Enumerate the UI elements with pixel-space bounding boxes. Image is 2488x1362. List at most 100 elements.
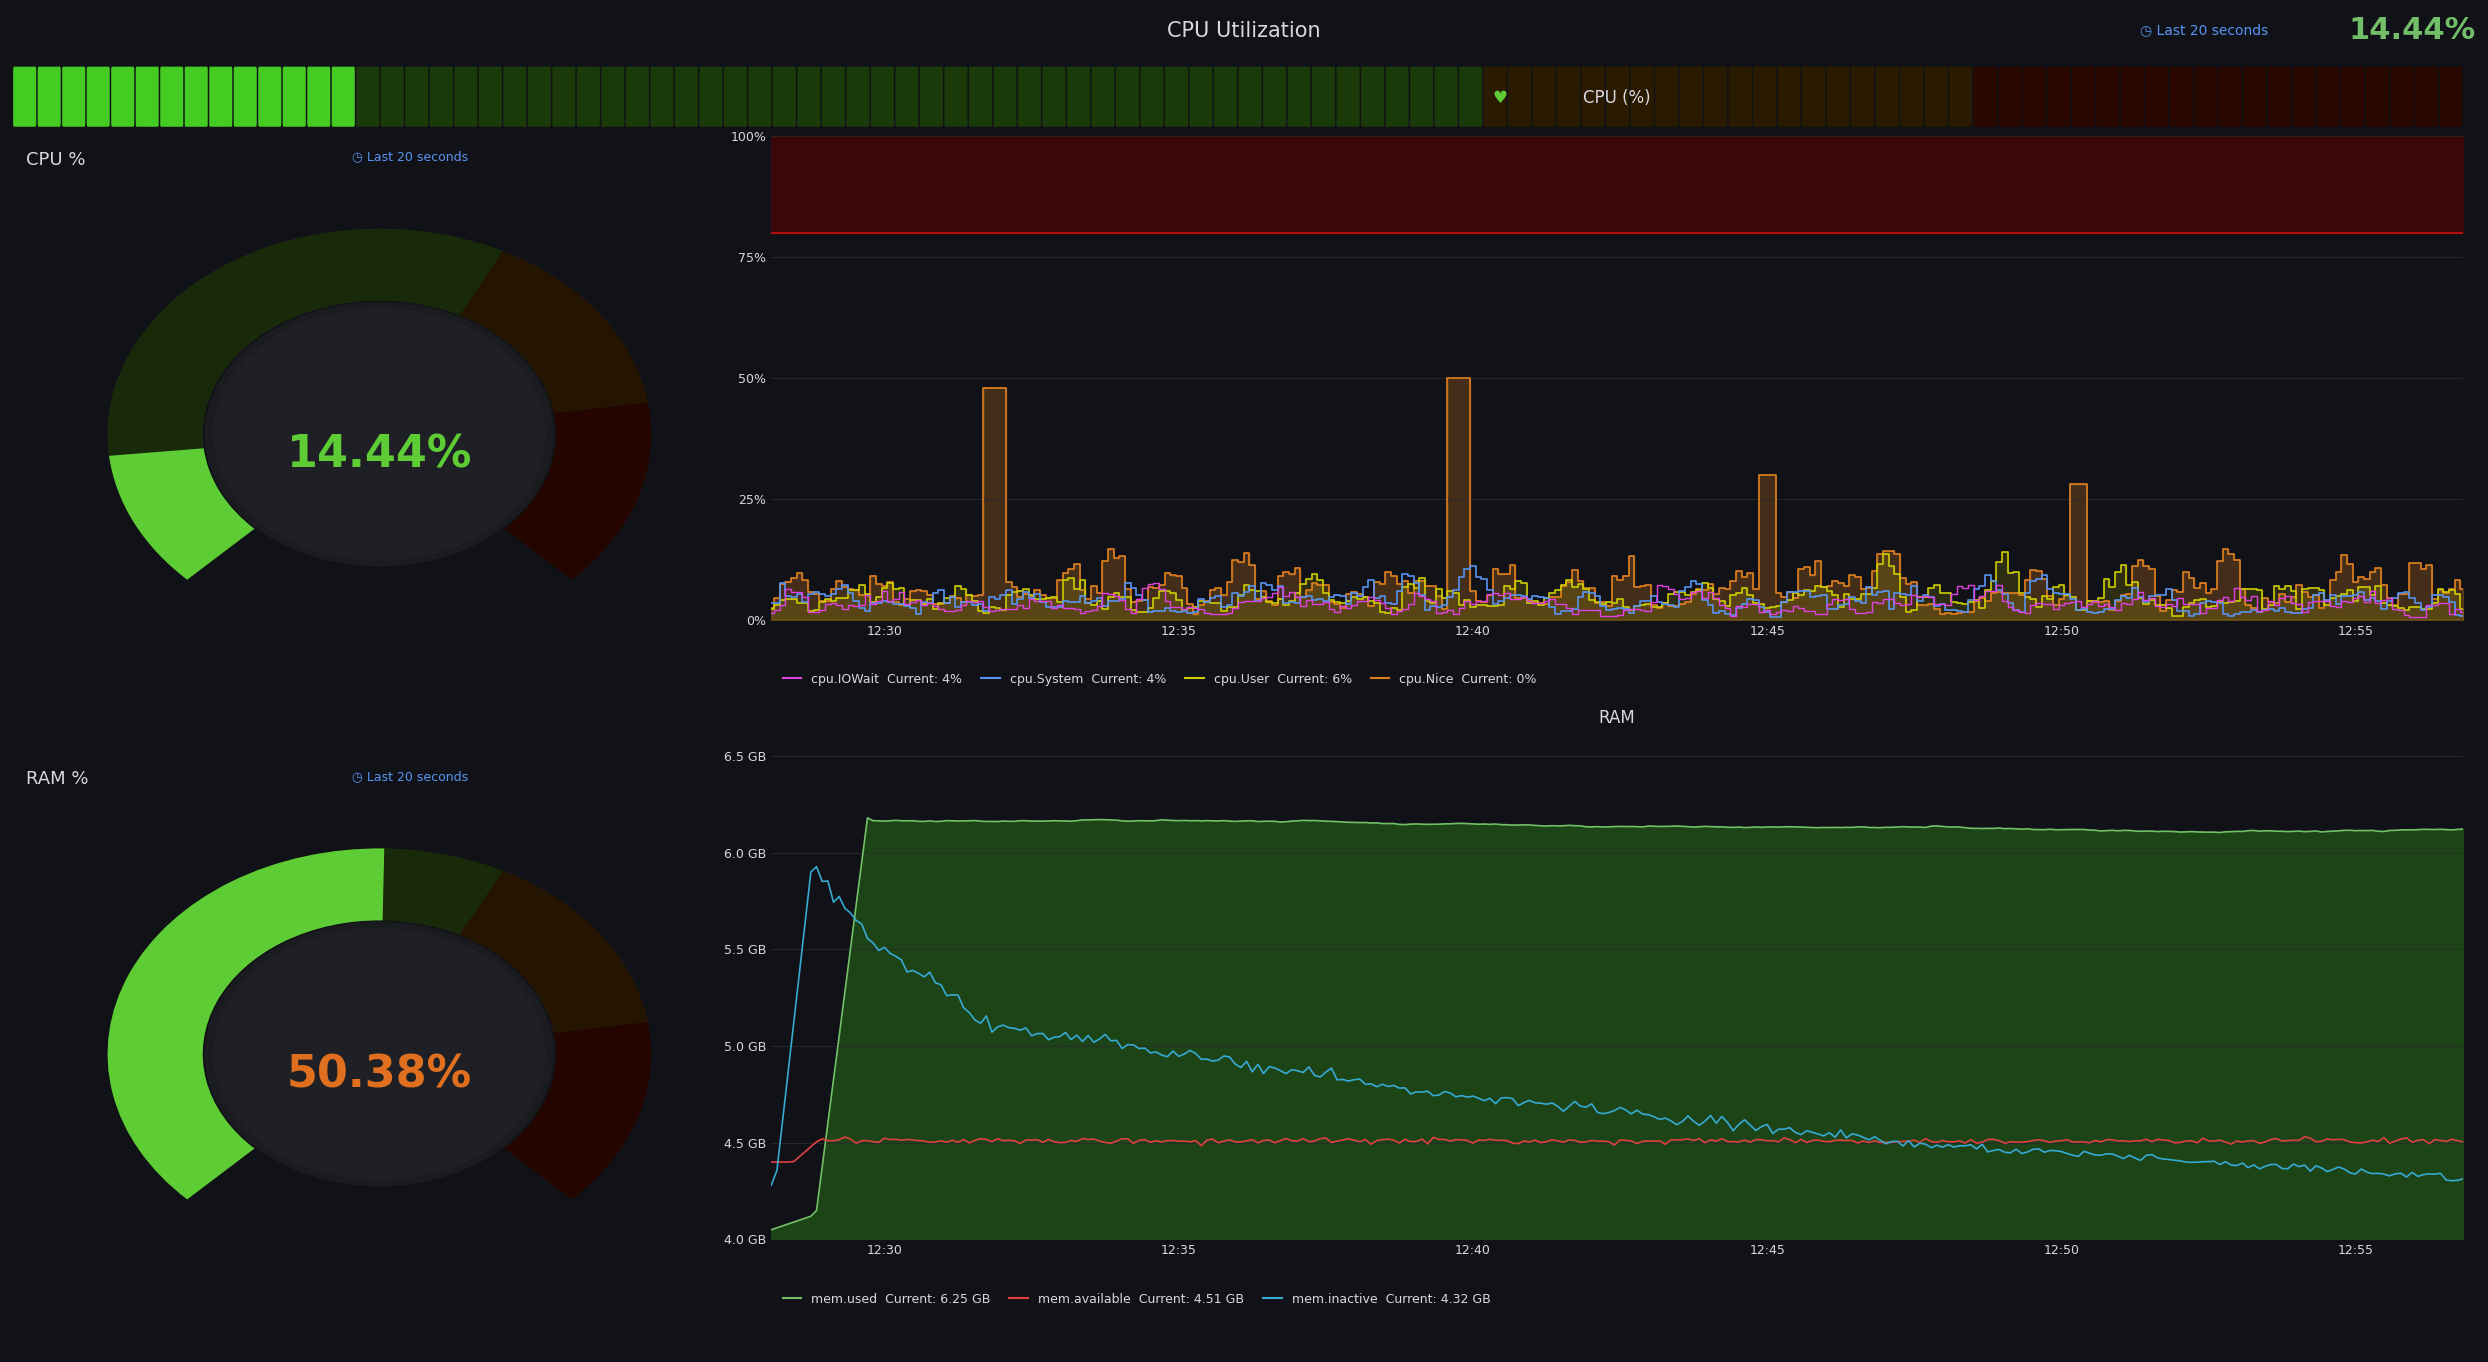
FancyBboxPatch shape — [2145, 67, 2170, 127]
FancyBboxPatch shape — [699, 67, 722, 127]
Text: 14.44%: 14.44% — [2349, 16, 2476, 45]
FancyBboxPatch shape — [774, 67, 796, 127]
FancyBboxPatch shape — [430, 67, 453, 127]
FancyBboxPatch shape — [2416, 67, 2438, 127]
FancyBboxPatch shape — [184, 67, 209, 127]
Text: ♥: ♥ — [1493, 89, 1508, 108]
FancyBboxPatch shape — [796, 67, 821, 127]
FancyBboxPatch shape — [871, 67, 893, 127]
Wedge shape — [107, 849, 503, 1200]
Circle shape — [214, 309, 545, 560]
Legend: mem.used  Current: 6.25 GB, mem.available  Current: 4.51 GB, mem.inactive  Curre: mem.used Current: 6.25 GB, mem.available… — [779, 1287, 1495, 1310]
FancyBboxPatch shape — [821, 67, 846, 127]
Text: CPU (%): CPU (%) — [1582, 89, 1652, 108]
FancyBboxPatch shape — [2073, 67, 2095, 127]
FancyBboxPatch shape — [1948, 67, 1973, 127]
FancyBboxPatch shape — [137, 67, 159, 127]
FancyBboxPatch shape — [1508, 67, 1530, 127]
Text: RAM: RAM — [1600, 708, 1635, 727]
FancyBboxPatch shape — [1679, 67, 1702, 127]
FancyBboxPatch shape — [2244, 67, 2267, 127]
FancyBboxPatch shape — [1092, 67, 1115, 127]
Text: CPU %: CPU % — [25, 151, 85, 169]
FancyBboxPatch shape — [1239, 67, 1261, 127]
FancyBboxPatch shape — [627, 67, 649, 127]
FancyBboxPatch shape — [1876, 67, 1898, 127]
Text: ◷ Last 20 seconds: ◷ Last 20 seconds — [2140, 23, 2269, 38]
Wedge shape — [107, 849, 383, 1200]
FancyBboxPatch shape — [1582, 67, 1605, 127]
FancyBboxPatch shape — [602, 67, 624, 127]
FancyBboxPatch shape — [552, 67, 575, 127]
Wedge shape — [107, 849, 652, 1200]
FancyBboxPatch shape — [381, 67, 403, 127]
FancyBboxPatch shape — [2366, 67, 2388, 127]
Text: ◷ Last 20 seconds: ◷ Last 20 seconds — [353, 771, 468, 783]
FancyBboxPatch shape — [1655, 67, 1679, 127]
FancyBboxPatch shape — [674, 67, 699, 127]
Text: 14.44%: 14.44% — [286, 433, 473, 477]
FancyBboxPatch shape — [2194, 67, 2217, 127]
FancyBboxPatch shape — [2219, 67, 2242, 127]
FancyBboxPatch shape — [749, 67, 771, 127]
FancyBboxPatch shape — [1018, 67, 1040, 127]
FancyBboxPatch shape — [1042, 67, 1065, 127]
FancyBboxPatch shape — [1973, 67, 1998, 127]
FancyBboxPatch shape — [1436, 67, 1458, 127]
Wedge shape — [107, 229, 652, 580]
FancyBboxPatch shape — [2048, 67, 2070, 127]
FancyBboxPatch shape — [331, 67, 356, 127]
Wedge shape — [109, 448, 254, 580]
FancyBboxPatch shape — [1901, 67, 1923, 127]
FancyBboxPatch shape — [406, 67, 428, 127]
Wedge shape — [460, 870, 647, 1034]
FancyBboxPatch shape — [37, 67, 60, 127]
FancyBboxPatch shape — [527, 67, 550, 127]
FancyBboxPatch shape — [1311, 67, 1336, 127]
FancyBboxPatch shape — [1286, 67, 1311, 127]
FancyBboxPatch shape — [2267, 67, 2291, 127]
FancyBboxPatch shape — [921, 67, 943, 127]
FancyBboxPatch shape — [1704, 67, 1727, 127]
FancyBboxPatch shape — [649, 67, 674, 127]
Wedge shape — [505, 402, 652, 580]
FancyBboxPatch shape — [2391, 67, 2413, 127]
FancyBboxPatch shape — [1607, 67, 1630, 127]
FancyBboxPatch shape — [1361, 67, 1383, 127]
FancyBboxPatch shape — [968, 67, 993, 127]
FancyBboxPatch shape — [2316, 67, 2339, 127]
FancyBboxPatch shape — [12, 67, 37, 127]
FancyBboxPatch shape — [455, 67, 478, 127]
FancyBboxPatch shape — [2438, 67, 2463, 127]
Circle shape — [207, 302, 552, 565]
FancyBboxPatch shape — [724, 67, 746, 127]
FancyBboxPatch shape — [1729, 67, 1752, 127]
FancyBboxPatch shape — [503, 67, 527, 127]
FancyBboxPatch shape — [1557, 67, 1580, 127]
FancyBboxPatch shape — [1067, 67, 1090, 127]
FancyBboxPatch shape — [1754, 67, 1776, 127]
FancyBboxPatch shape — [993, 67, 1018, 127]
FancyBboxPatch shape — [896, 67, 918, 127]
FancyBboxPatch shape — [577, 67, 600, 127]
FancyBboxPatch shape — [259, 67, 281, 127]
FancyBboxPatch shape — [945, 67, 968, 127]
Wedge shape — [107, 229, 503, 580]
Circle shape — [214, 929, 545, 1179]
FancyBboxPatch shape — [1411, 67, 1433, 127]
FancyBboxPatch shape — [1140, 67, 1164, 127]
FancyBboxPatch shape — [1926, 67, 1948, 127]
FancyBboxPatch shape — [1801, 67, 1826, 127]
FancyBboxPatch shape — [1630, 67, 1655, 127]
Text: 50.38%: 50.38% — [286, 1053, 473, 1096]
FancyBboxPatch shape — [2291, 67, 2316, 127]
FancyBboxPatch shape — [306, 67, 331, 127]
FancyBboxPatch shape — [356, 67, 378, 127]
FancyBboxPatch shape — [87, 67, 109, 127]
FancyBboxPatch shape — [1189, 67, 1212, 127]
Wedge shape — [460, 251, 647, 414]
FancyBboxPatch shape — [1998, 67, 2020, 127]
Text: ◷ Last 20 seconds: ◷ Last 20 seconds — [353, 151, 468, 163]
Text: CPU Utilization: CPU Utilization — [1167, 20, 1321, 41]
FancyBboxPatch shape — [1386, 67, 1408, 127]
